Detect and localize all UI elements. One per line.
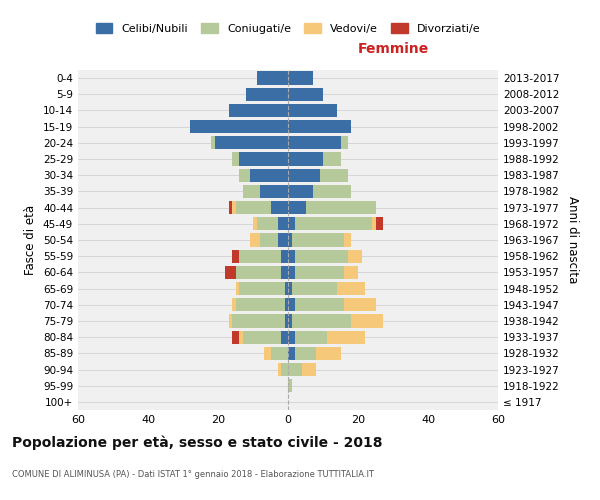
Bar — [246, 88, 288, 101]
Y-axis label: Fasce di età: Fasce di età — [25, 205, 37, 275]
Bar — [347, 250, 361, 263]
Bar — [305, 201, 376, 214]
Bar — [211, 136, 215, 149]
Bar — [295, 330, 326, 344]
Legend: Celibi/Nubili, Coniugati/e, Vedovi/e, Divorziati/e: Celibi/Nubili, Coniugati/e, Vedovi/e, Di… — [96, 23, 480, 34]
Bar — [288, 201, 305, 214]
Bar — [288, 217, 295, 230]
Bar — [281, 266, 288, 279]
Bar — [271, 346, 288, 360]
Bar — [288, 72, 313, 85]
Bar — [292, 282, 337, 295]
Bar — [277, 217, 288, 230]
Bar — [288, 298, 295, 312]
Bar — [232, 298, 235, 312]
Bar — [288, 185, 313, 198]
Bar — [288, 88, 323, 101]
Bar — [235, 282, 239, 295]
Bar — [351, 314, 383, 328]
Bar — [257, 217, 277, 230]
Bar — [257, 72, 288, 85]
Bar — [341, 136, 347, 149]
Bar — [288, 330, 295, 344]
Bar — [316, 346, 341, 360]
Bar — [260, 234, 277, 246]
Bar — [277, 363, 281, 376]
Bar — [323, 152, 341, 166]
Bar — [239, 282, 284, 295]
Bar — [292, 314, 351, 328]
Bar — [313, 185, 351, 198]
Bar — [288, 104, 337, 117]
Bar — [295, 250, 347, 263]
Bar — [281, 363, 288, 376]
Bar — [288, 250, 295, 263]
Bar — [232, 250, 239, 263]
Bar — [302, 363, 316, 376]
Bar — [253, 217, 257, 230]
Bar — [288, 363, 302, 376]
Bar — [344, 234, 351, 246]
Bar — [277, 234, 288, 246]
Bar — [284, 314, 288, 328]
Bar — [229, 314, 232, 328]
Bar — [229, 104, 288, 117]
Text: Popolazione per età, sesso e stato civile - 2018: Popolazione per età, sesso e stato civil… — [12, 435, 383, 450]
Bar — [232, 314, 284, 328]
Bar — [372, 217, 376, 230]
Bar — [271, 201, 288, 214]
Bar — [288, 234, 292, 246]
Bar — [320, 168, 347, 182]
Bar — [344, 298, 376, 312]
Bar — [288, 266, 295, 279]
Bar — [288, 168, 320, 182]
Bar — [235, 266, 281, 279]
Bar — [239, 152, 288, 166]
Bar — [288, 314, 292, 328]
Bar — [288, 282, 292, 295]
Bar — [288, 346, 295, 360]
Bar — [260, 185, 288, 198]
Bar — [250, 168, 288, 182]
Bar — [295, 266, 344, 279]
Text: Femmine: Femmine — [358, 42, 428, 56]
Bar — [239, 250, 281, 263]
Bar — [242, 185, 260, 198]
Bar — [288, 152, 323, 166]
Bar — [326, 330, 365, 344]
Bar — [281, 250, 288, 263]
Bar — [232, 152, 239, 166]
Bar — [242, 330, 281, 344]
Bar — [284, 298, 288, 312]
Bar — [281, 330, 288, 344]
Bar — [215, 136, 288, 149]
Bar — [292, 234, 344, 246]
Y-axis label: Anni di nascita: Anni di nascita — [566, 196, 579, 284]
Bar — [225, 266, 235, 279]
Bar — [295, 298, 344, 312]
Bar — [232, 201, 235, 214]
Bar — [295, 217, 372, 230]
Bar — [263, 346, 271, 360]
Bar — [376, 217, 383, 230]
Bar — [284, 282, 288, 295]
Bar — [288, 136, 341, 149]
Bar — [337, 282, 365, 295]
Text: COMUNE DI ALIMINUSA (PA) - Dati ISTAT 1° gennaio 2018 - Elaborazione TUTTITALIA.: COMUNE DI ALIMINUSA (PA) - Dati ISTAT 1°… — [12, 470, 374, 479]
Bar — [288, 379, 292, 392]
Bar — [295, 346, 316, 360]
Bar — [239, 168, 250, 182]
Bar — [232, 330, 239, 344]
Bar — [288, 120, 351, 134]
Bar — [239, 330, 242, 344]
Bar — [250, 234, 260, 246]
Bar — [229, 201, 232, 214]
Bar — [235, 298, 284, 312]
Bar — [190, 120, 288, 134]
Bar — [344, 266, 358, 279]
Bar — [235, 201, 271, 214]
